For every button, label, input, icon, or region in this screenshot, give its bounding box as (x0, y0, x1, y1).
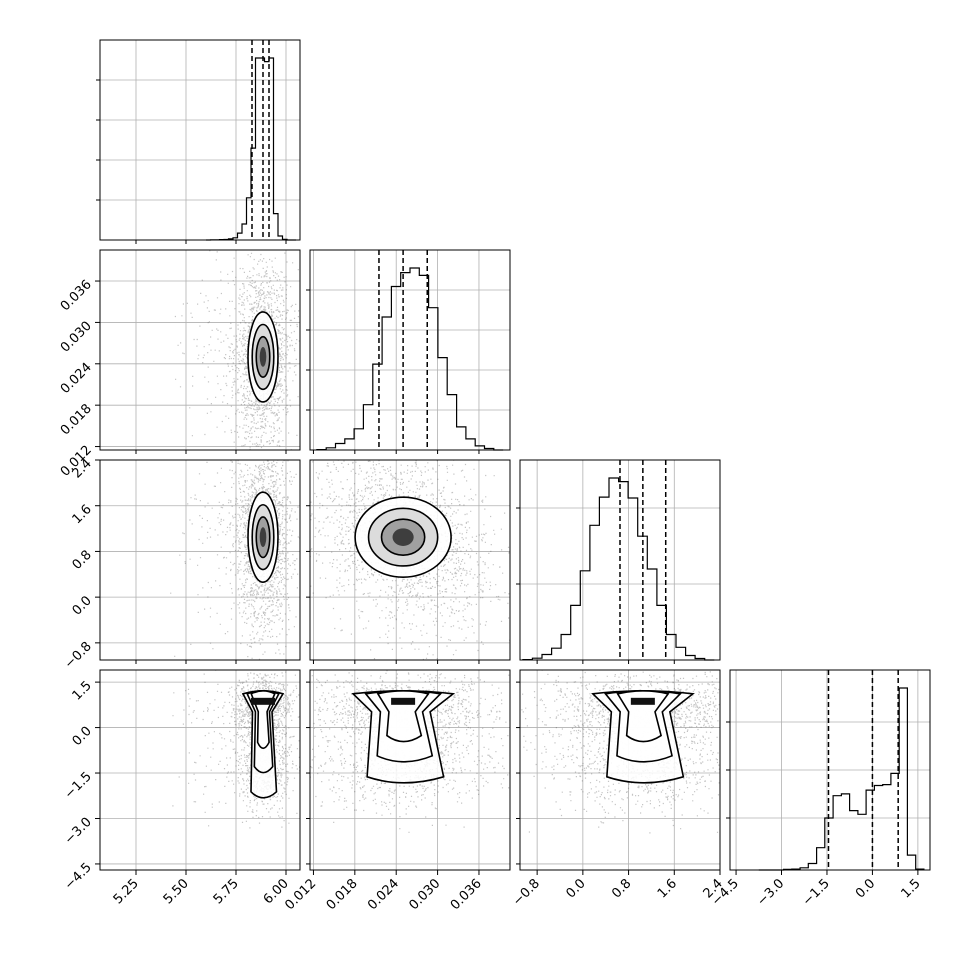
density-peak (391, 697, 416, 705)
y-tick-label: 0.0 (70, 724, 95, 749)
x-tick-label: 5.25 (111, 876, 142, 907)
contour (250, 690, 276, 750)
contour (259, 527, 267, 548)
x-tick-label: 5.75 (211, 876, 242, 907)
y-tick-label: 0.8 (70, 548, 95, 573)
scatter-points (174, 250, 300, 450)
x-tick-label: 1.5 (898, 876, 923, 901)
x-tick-label: 0.024 (365, 876, 402, 913)
y-tick-label: 1.5 (70, 678, 95, 703)
panel-frame (99, 249, 301, 451)
y-tick-label: 0.036 (58, 277, 95, 314)
density-peak (251, 697, 275, 705)
density-peak (630, 697, 655, 705)
histogram-0 (206, 57, 296, 241)
y-tick-label: 0.0 (70, 593, 95, 618)
x-tick-label: 5.50 (161, 876, 192, 907)
x-tick-label: −0.8 (510, 876, 543, 909)
y-tick-label: −4.5 (62, 860, 95, 893)
density-3-0 (172, 670, 300, 829)
y-tick-label: −0.8 (62, 639, 95, 672)
x-tick-label: −3.0 (754, 876, 787, 909)
histogram-1 (316, 267, 504, 451)
panel-frame (99, 459, 301, 661)
panel-frame (99, 39, 301, 241)
y-tick-label: 0.024 (58, 360, 95, 397)
y-tick-label: −1.5 (62, 769, 95, 802)
x-tick-label: 0.8 (609, 876, 634, 901)
scatter-points (170, 460, 300, 660)
y-tick-label: −3.0 (62, 815, 95, 848)
panel-frame (309, 669, 511, 871)
x-tick-label: 0.012 (282, 876, 319, 913)
y-tick-label: 0.030 (58, 319, 95, 356)
contour (376, 690, 430, 743)
histogram-2 (522, 477, 715, 661)
x-tick-label: 1.6 (655, 876, 680, 901)
contour (392, 528, 414, 546)
scatter-points (172, 670, 300, 829)
panel-frame (519, 459, 721, 661)
y-tick-label: 0.018 (58, 401, 95, 438)
histogram-3 (758, 687, 925, 871)
y-tick-label: 1.6 (70, 502, 95, 527)
contour (616, 690, 670, 743)
x-tick-label: 0.0 (853, 876, 878, 901)
x-tick-label: 0.036 (448, 876, 485, 913)
panel-frame (99, 669, 301, 871)
panel-frame (309, 249, 511, 451)
density-1-0 (174, 250, 300, 450)
panel-frame (519, 669, 721, 871)
contour (259, 346, 267, 367)
x-tick-label: 0.018 (324, 876, 361, 913)
x-tick-label: −1.5 (800, 876, 833, 909)
x-tick-label: 0.030 (406, 876, 443, 913)
panel-frame (309, 459, 511, 661)
x-tick-label: 0.0 (563, 876, 588, 901)
